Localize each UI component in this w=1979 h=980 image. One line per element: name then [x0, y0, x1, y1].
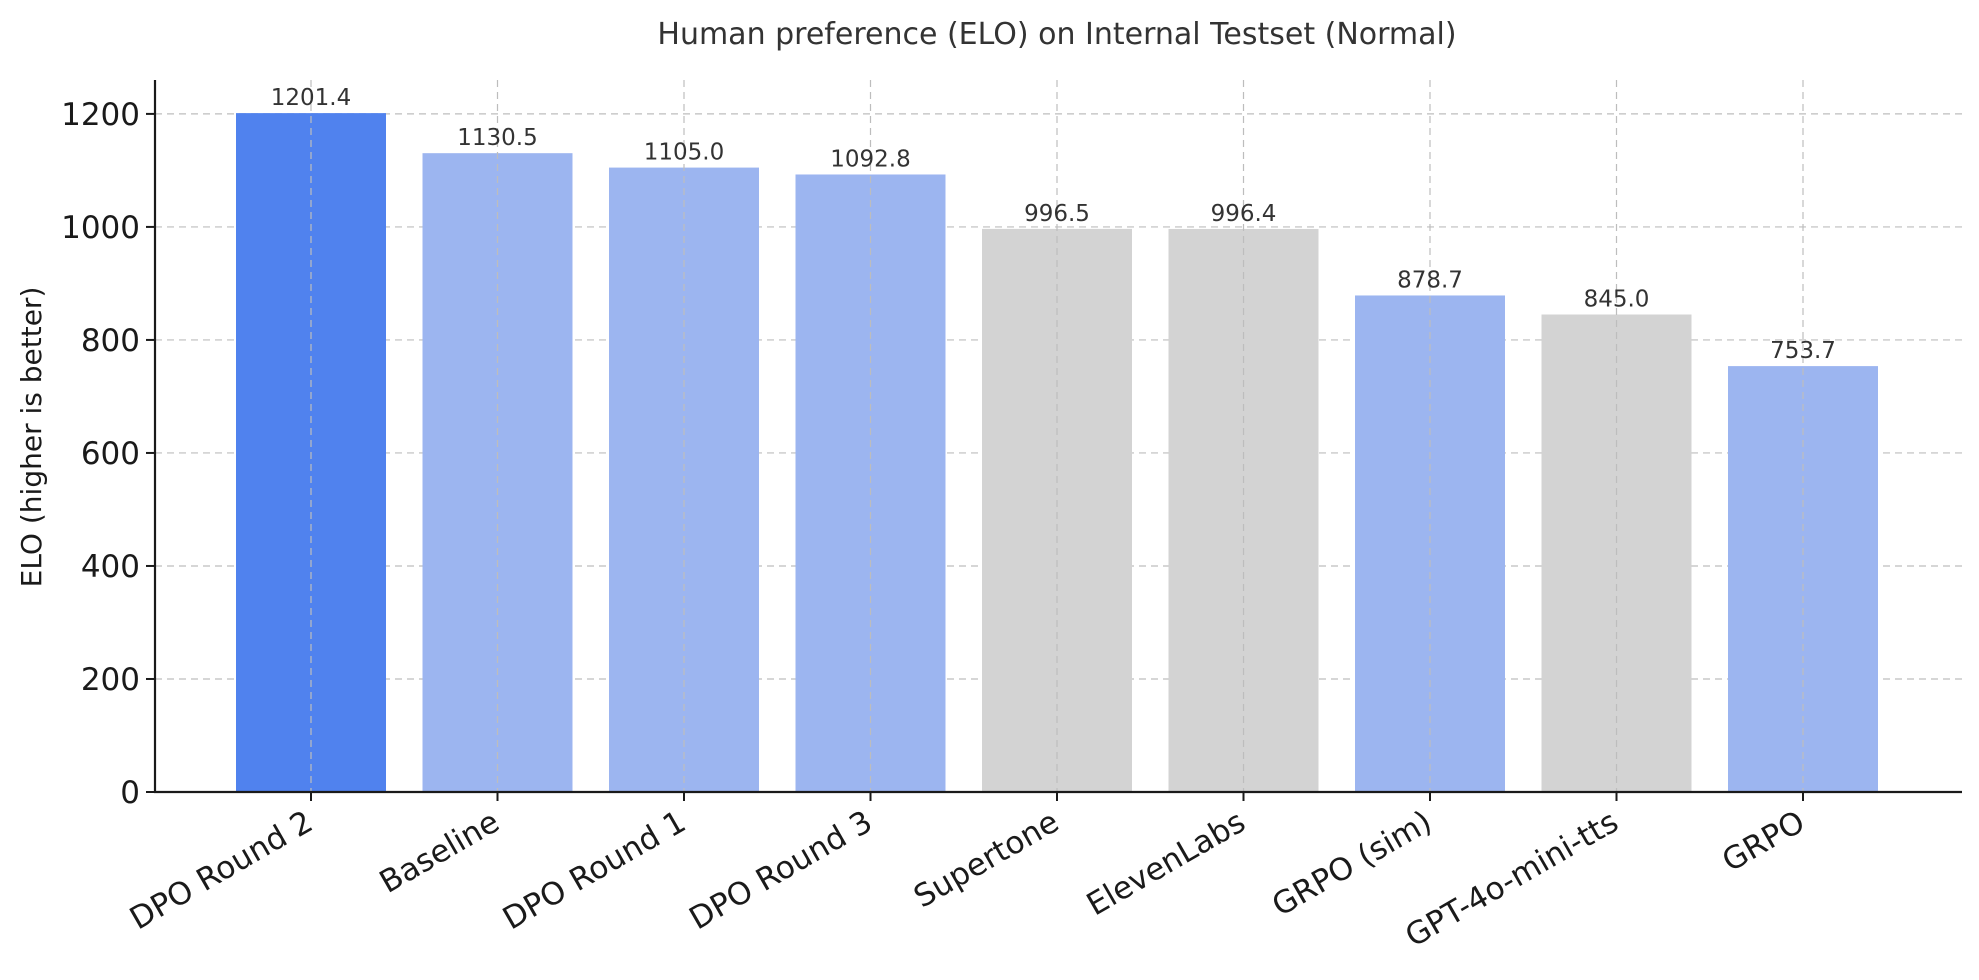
- bar-value-label: 878.7: [1397, 267, 1463, 293]
- bar-value-label: 1105.0: [644, 140, 724, 166]
- bar-value-label: 996.5: [1024, 201, 1090, 227]
- x-tick-label: GPT-4o-mini-tts: [1399, 804, 1624, 955]
- x-tick-label: Supertone: [908, 804, 1065, 916]
- bar: [795, 174, 946, 792]
- x-tick-label: ElevenLabs: [1081, 804, 1252, 923]
- bar-value-label: 1130.5: [457, 125, 537, 151]
- y-tick-label: 200: [81, 662, 140, 698]
- bar-value-label: 1092.8: [830, 146, 910, 172]
- vertical-grid-lines: [310, 80, 1804, 792]
- bar-value-label: 1201.4: [271, 85, 351, 111]
- x-tick-label: GRPO: [1716, 804, 1811, 880]
- y-tick-label: 600: [81, 436, 140, 472]
- bar-value-label: 845.0: [1584, 287, 1650, 313]
- y-tick-label: 0: [120, 775, 140, 811]
- y-tick-label: 1000: [61, 210, 140, 246]
- x-tick-label: DPO Round 1: [497, 804, 692, 937]
- bar-value-label: 753.7: [1770, 338, 1836, 364]
- x-tick-label: DPO Round 3: [683, 804, 878, 937]
- x-tick-label: GRPO (sim): [1266, 804, 1438, 924]
- y-axis-label: ELO (higher is better): [15, 287, 48, 588]
- y-tick-label: 1200: [61, 97, 140, 133]
- y-tick-label: 400: [81, 549, 140, 585]
- bar-value-label: 996.4: [1211, 201, 1277, 227]
- x-tick-label: Baseline: [374, 804, 506, 901]
- y-tick-label: 800: [81, 323, 140, 359]
- x-tick-label: DPO Round 2: [124, 804, 319, 937]
- chart-title: Human preference (ELO) on Internal Tests…: [657, 17, 1456, 52]
- axes: [146, 80, 1962, 801]
